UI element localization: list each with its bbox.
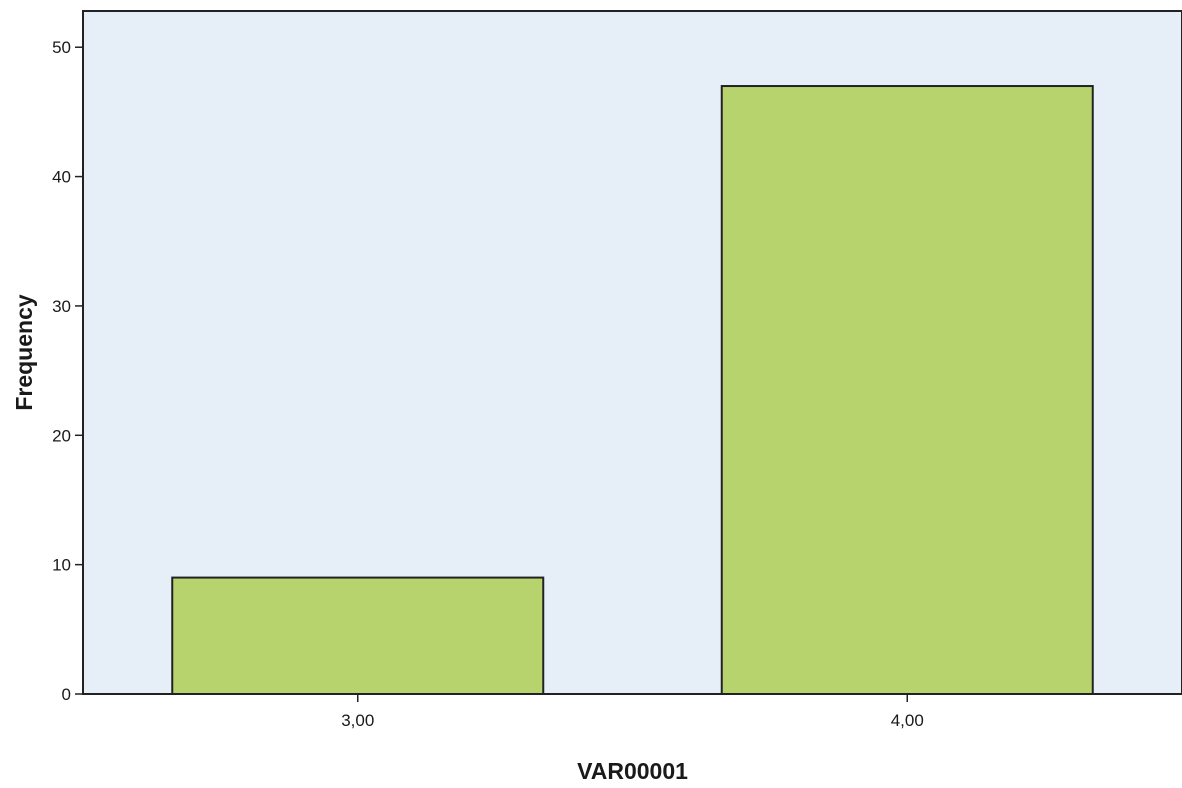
x-axis: 3,00 4,00: [341, 694, 924, 730]
y-tick-label: 20: [52, 426, 71, 445]
y-tick-label: 50: [52, 38, 71, 57]
bar-1: [171, 576, 545, 695]
y-tick-label: 30: [52, 297, 71, 316]
y-axis: 0 10 20 30 40 50: [52, 38, 83, 704]
y-tick-label: 0: [62, 685, 71, 704]
x-axis-label: VAR00001: [577, 758, 688, 784]
y-axis-label: Frequency: [11, 294, 37, 411]
y-tick-label: 40: [52, 168, 71, 187]
bar-2: [720, 85, 1094, 696]
x-tick-label: 4,00: [891, 711, 924, 730]
x-tick-label: 3,00: [341, 711, 374, 730]
y-tick-label: 10: [52, 556, 71, 575]
